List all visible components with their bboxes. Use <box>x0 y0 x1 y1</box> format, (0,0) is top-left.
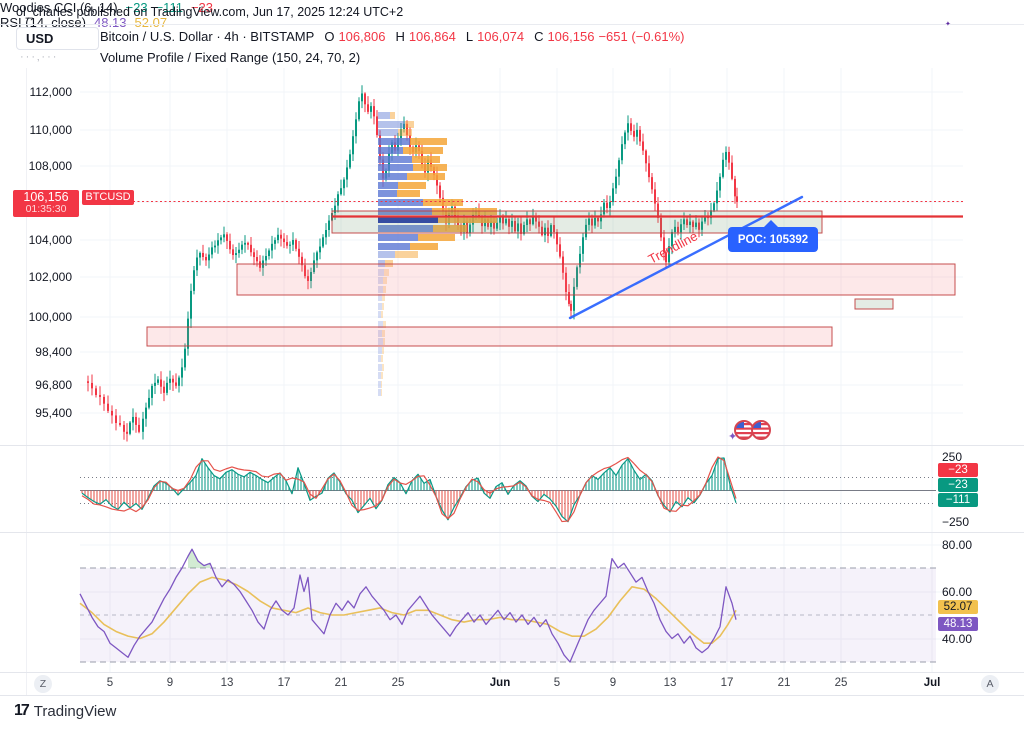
ohlc-open-value: 106,806 <box>338 29 386 44</box>
ohlc-high-label: H <box>395 29 405 44</box>
last-price-value: 106,156 <box>23 190 69 204</box>
time-tick-label: 21 <box>334 677 348 689</box>
rsi-scale-60[interactable]: 60.00 <box>942 585 973 599</box>
price-tick-label: 102,000 <box>28 270 72 284</box>
svg-text:✦: ✦ <box>728 431 737 443</box>
rsi-indicator-title[interactable]: RSI (14, close) 48.13 52.07 <box>0 15 1024 30</box>
tradingview-logo-icon: 17 <box>14 702 30 719</box>
separator-price-cci[interactable] <box>0 445 1024 446</box>
ohlc-low-label: L <box>465 29 474 44</box>
ohlc-open-label: O <box>324 29 335 44</box>
time-tick-label: 5 <box>553 677 561 689</box>
price-tick-label: 108,000 <box>28 159 72 173</box>
time-tick-label: 9 <box>609 677 617 689</box>
volume-profile-layer <box>378 112 497 396</box>
currency-label: USD <box>26 31 54 46</box>
rsi-scale-80[interactable]: 80.00 <box>942 538 973 552</box>
pane-left-border <box>26 68 27 695</box>
attribution-divider <box>0 24 1024 25</box>
ohlc-high-value: 106,864 <box>408 29 456 44</box>
price-tick-label: 96,800 <box>35 378 72 392</box>
cci-value-2: −111 <box>155 0 183 15</box>
rsi-badge-ma: 52.07 <box>938 600 978 614</box>
time-tick-label: Jul <box>923 677 941 689</box>
attribution-text: ol_charles published on TradingView.com,… <box>16 5 404 19</box>
indicator-title[interactable]: Volume Profile / Fixed Range (150, 24, 7… <box>100 50 361 65</box>
price-tick-label: 98,400 <box>35 345 72 359</box>
last-price-badge: 106,156 01:35:30 <box>13 190 79 217</box>
time-tick-label: 13 <box>220 677 234 689</box>
cci-plot-layer <box>80 456 936 523</box>
rsi-badge-rsi: 48.13 <box>938 617 978 631</box>
time-tick-label: 17 <box>720 677 734 689</box>
lines-layer[interactable] <box>133 201 963 218</box>
cci-scale-top[interactable]: 250 <box>942 450 963 464</box>
price-tick-label: 104,000 <box>28 233 72 247</box>
grid-layer <box>80 68 963 672</box>
price-tick-label: 110,000 <box>29 123 73 137</box>
rsi-plot-layer <box>79 548 936 663</box>
cci-value-1: −23 <box>125 0 148 15</box>
time-tick-label: 21 <box>777 677 791 689</box>
price-tick-label: 100,000 <box>28 310 72 324</box>
rsi-title-text: RSI (14, close) <box>0 15 86 30</box>
ohlc-change-value: −651 (−0.61%) <box>598 29 685 44</box>
cci-scale-bottom[interactable]: −250 <box>942 515 970 529</box>
time-tick-label: 25 <box>391 677 405 689</box>
rsi-ma-value: 52.07 <box>134 15 168 30</box>
separator-cci-rsi[interactable] <box>0 532 1024 533</box>
time-tick-label: 25 <box>834 677 848 689</box>
poc-tooltip[interactable]: POC: 105392 <box>728 220 818 252</box>
event-marker-flags[interactable]: ✦ <box>728 420 771 443</box>
time-tick-label: Jun <box>489 677 511 689</box>
cci-badge-cci: −111 <box>938 493 978 507</box>
cci-value-3: −23 <box>190 0 214 15</box>
currency-scale-button[interactable]: USD <box>16 27 99 50</box>
zones-layer[interactable] <box>146 210 956 347</box>
time-axis-button-a[interactable]: A <box>981 675 999 693</box>
tradingview-logo[interactable]: 17 TradingView <box>14 702 116 720</box>
cci-indicator-title[interactable]: Woodies CCI (6, 14) −23 −111 −23 <box>0 0 1024 15</box>
time-tick-label: 17 <box>277 677 291 689</box>
rsi-value: 48.13 <box>93 15 127 30</box>
cci-title-text: Woodies CCI (6, 14) <box>0 0 118 15</box>
sparkle-icon: ✦ <box>945 21 951 28</box>
symbol-price-label: BTCUSD <box>82 190 134 205</box>
trendline-drawing[interactable] <box>568 195 804 320</box>
tradingview-logo-text: TradingView <box>33 702 117 720</box>
cci-badge-hist: −23 <box>938 478 978 492</box>
countdown-timer: 01:35:30 <box>25 203 67 215</box>
separator-axis-footer <box>0 695 1024 696</box>
separator-rsi-axis <box>0 672 1024 673</box>
scale-placeholder: ···‚··· <box>20 51 59 63</box>
time-tick-label: 9 <box>166 677 174 689</box>
ohlc-close-label: C <box>534 29 544 44</box>
rsi-scale-40[interactable]: 40.00 <box>942 632 973 646</box>
ohlc-low-value: 106,074 <box>477 29 525 44</box>
time-tick-label: 5 <box>106 677 114 689</box>
price-tick-label: 112,000 <box>29 85 73 99</box>
ohlc-close-value: 106,156 <box>547 29 595 44</box>
time-tick-label: 13 <box>663 677 677 689</box>
cci-badge-turbo: −23 <box>938 463 978 477</box>
price-tick-label: 95,400 <box>35 406 72 420</box>
symbol-title: Bitcoin / U.S. Dollar · 4h · BITSTAMP <box>100 29 315 44</box>
time-axis-button-z[interactable]: Z <box>34 675 52 693</box>
